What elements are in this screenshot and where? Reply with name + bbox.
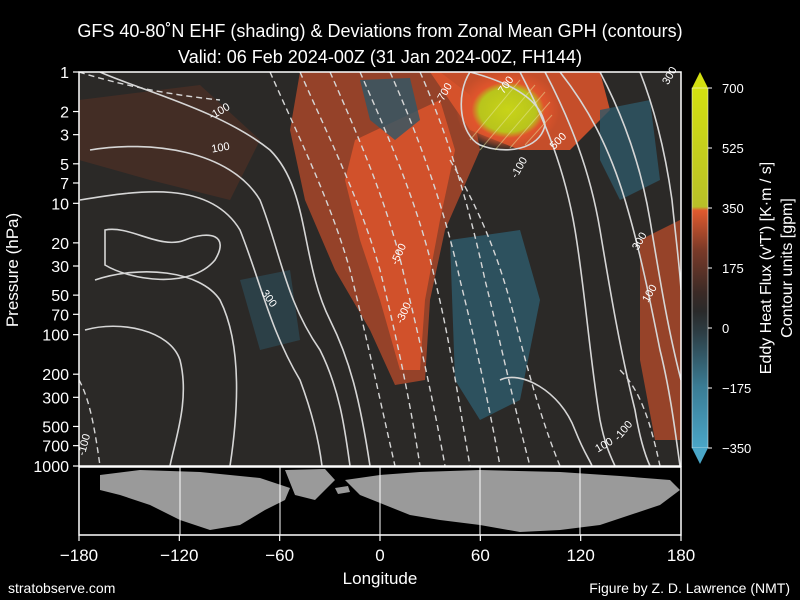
contour-negative bbox=[299, 72, 421, 466]
y-tick-label: 700 bbox=[42, 439, 69, 456]
map-gridlines bbox=[179, 467, 581, 535]
colorbar-tick-label: 700 bbox=[722, 81, 744, 96]
contour-positive bbox=[460, 72, 546, 151]
contour-positive bbox=[94, 271, 238, 466]
contour-positive bbox=[559, 72, 681, 466]
y-tick-label: 5 bbox=[60, 157, 69, 174]
north-america bbox=[100, 470, 290, 530]
negative-ehf-east bbox=[600, 100, 660, 200]
plot-frame bbox=[78, 71, 682, 467]
contour-positive bbox=[499, 376, 593, 466]
gph-contours-negative bbox=[79, 72, 661, 466]
x-tick-label: 120 bbox=[566, 546, 594, 565]
y-tick-label: 7 bbox=[60, 176, 69, 193]
y-axis-label: Pressure (hPa) bbox=[3, 213, 22, 327]
negative-ehf-upper bbox=[360, 78, 420, 140]
x-tick-label: −60 bbox=[265, 546, 294, 565]
contour-positive bbox=[89, 145, 351, 466]
eurasia bbox=[345, 470, 680, 532]
y-tick-label: 500 bbox=[42, 419, 69, 436]
contour-positive bbox=[544, 72, 651, 466]
gph-contours bbox=[79, 72, 681, 466]
y-tick-label: 2 bbox=[60, 105, 69, 122]
contour-label: -100 bbox=[76, 433, 93, 457]
hatching bbox=[469, 79, 553, 151]
colorbar-min-extend bbox=[692, 448, 708, 464]
contour-negative bbox=[269, 72, 396, 466]
colorbar: 700 525 350 175 0 −175 −350 bbox=[691, 72, 751, 464]
y-tick-label: 10 bbox=[51, 196, 69, 213]
colorbar-ticks: 700 525 350 175 0 −175 −350 bbox=[708, 81, 751, 456]
y-tick-label: 200 bbox=[42, 367, 69, 384]
iceland bbox=[335, 486, 350, 494]
y-tick-label: 3 bbox=[60, 128, 69, 145]
contour-positive bbox=[639, 72, 681, 291]
y-tick-label: 300 bbox=[42, 390, 69, 407]
contour-positive bbox=[104, 228, 221, 281]
colorbar-label-right: Contour units [gpm] bbox=[779, 198, 796, 338]
negative-ehf-region bbox=[450, 230, 540, 420]
y-tick-label: 1 bbox=[60, 65, 69, 82]
footer-site[interactable]: stratobserve.com bbox=[8, 580, 116, 596]
x-tick-label: −120 bbox=[160, 546, 198, 565]
contour-positive bbox=[99, 72, 371, 466]
contour-positive bbox=[84, 325, 185, 466]
chart-subtitle: Valid: 06 Feb 2024-00Z (31 Jan 2024-00Z,… bbox=[178, 47, 582, 67]
negative-ehf-west bbox=[240, 270, 300, 350]
contour-positive bbox=[599, 72, 681, 381]
weak-positive-west bbox=[79, 85, 260, 200]
contour-negative bbox=[389, 72, 501, 466]
contour-positive bbox=[79, 191, 323, 466]
x-tick-label: 0 bbox=[375, 546, 384, 565]
x-tick-label: −180 bbox=[60, 546, 98, 565]
contour-positive bbox=[519, 72, 616, 466]
strong-positive-ehf-region bbox=[456, 72, 560, 150]
colorbar-label-left: Eddy Heat Flux (v'T') [K·m / s] bbox=[758, 162, 775, 374]
y-tick-label: 70 bbox=[51, 307, 69, 324]
land-masses bbox=[100, 469, 680, 532]
colorbar-bar bbox=[691, 87, 709, 449]
contour-negative bbox=[329, 72, 446, 466]
y-tick-label: 50 bbox=[51, 288, 69, 305]
positive-ehf-east bbox=[640, 220, 681, 440]
colorbar-tick-label: −350 bbox=[722, 441, 751, 456]
contour-negative bbox=[619, 369, 661, 466]
colorbar-tick-label: 0 bbox=[722, 321, 729, 336]
colorbar-tick-label: 525 bbox=[722, 141, 744, 156]
y-tick-label: 1000 bbox=[33, 459, 69, 476]
y-tick-label: 100 bbox=[42, 328, 69, 345]
colorbar-tick-label: 350 bbox=[722, 201, 744, 216]
colorbar-max-extend bbox=[692, 72, 708, 88]
x-axis-label: Longitude bbox=[343, 569, 418, 588]
colorbar-tick-label: 175 bbox=[722, 261, 744, 276]
x-tick-label: 60 bbox=[471, 546, 490, 565]
x-axis: −180 −120 −60 0 60 120 180 bbox=[60, 535, 695, 565]
contour-label: 100 bbox=[211, 141, 231, 156]
colorbar-tick-label: −175 bbox=[722, 381, 751, 396]
heatmap-panel bbox=[79, 72, 681, 466]
y-tick-label: 30 bbox=[51, 259, 69, 276]
map-panel bbox=[78, 466, 682, 536]
contour-negative bbox=[419, 72, 531, 466]
y-tick-label: 20 bbox=[51, 236, 69, 253]
contour-negative bbox=[449, 159, 561, 466]
x-tick-label: 180 bbox=[667, 546, 695, 565]
footer-credit: Figure by Z. D. Lawrence (NMT) bbox=[589, 580, 790, 596]
y-axis: 1 2 3 5 7 10 20 30 50 70 100 200 300 500 700 1000 bbox=[33, 65, 79, 476]
chart-title: GFS 40-80˚N EHF (shading) & Deviations f… bbox=[77, 21, 683, 41]
contour-negative bbox=[359, 72, 471, 466]
greenland bbox=[285, 469, 335, 500]
contour-negative bbox=[79, 72, 221, 101]
